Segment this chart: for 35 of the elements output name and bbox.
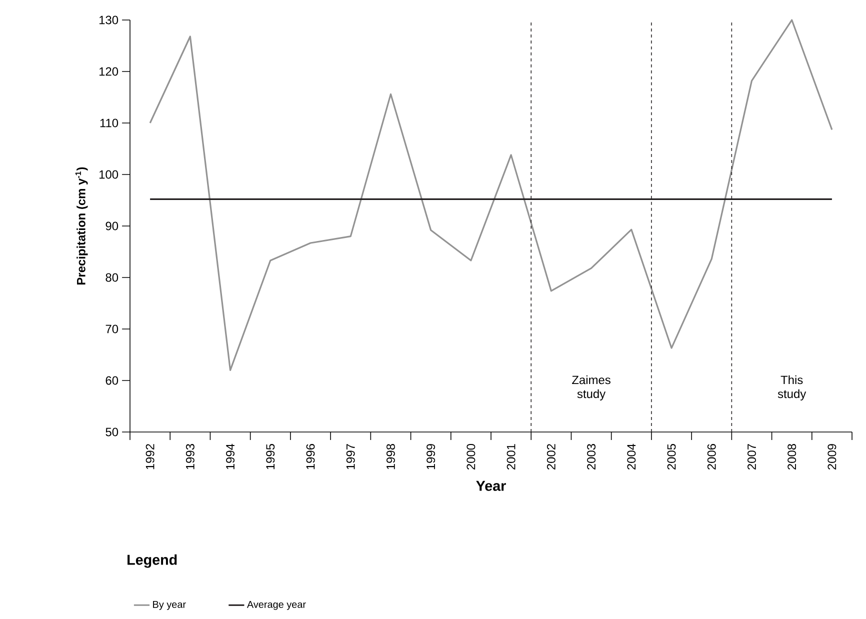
y-tick-label: 110 [100,118,118,128]
x-tick-label: 1993 [186,444,194,470]
y-tick-label: 100 [99,170,118,179]
x-tick-label: 2009 [828,444,836,470]
line-series [149,19,833,371]
x-tick-label: 1995 [266,444,275,470]
x-tick-label: 2002 [546,444,556,470]
x-tick-label: 2005 [667,444,676,470]
legend-title: Legend [128,554,177,568]
y-tick-label: 60 [106,376,118,385]
legend-label: Average year [246,600,306,610]
x-tick-label: 2001 [506,444,516,470]
x-tick-label: 1992 [146,444,154,470]
x-tick-label: 2004 [627,444,636,470]
x-tick-label: 1998 [386,444,395,470]
x-tick-label: 2000 [466,444,476,470]
x-tick-label: 2003 [587,444,596,470]
y-tick-label: 130 [99,16,118,24]
y-tick-label: 50 [106,428,118,436]
annotation: Zaimes study [572,375,610,400]
x-tick-label: 2007 [748,444,756,470]
x-tick-label: 1996 [306,444,315,470]
x-tick-label: 2006 [707,444,716,470]
x-tick-label: 1999 [426,444,436,470]
x-tick-label: 2008 [788,444,796,470]
y-tick-label: 120 [99,67,118,76]
x-tick-label: 1997 [346,444,355,470]
x-axis-title: Year [476,480,506,491]
y-tick-label: 80 [106,273,118,282]
x-tick-label: 1994 [226,444,235,470]
annotation: This study [778,375,806,400]
y-tick-label: 70 [106,324,118,334]
text: Precipitation (cm y$^{-1}$) [75,167,88,284]
legend-label: By year [153,600,186,610]
y-tick-label: 90 [106,222,118,230]
